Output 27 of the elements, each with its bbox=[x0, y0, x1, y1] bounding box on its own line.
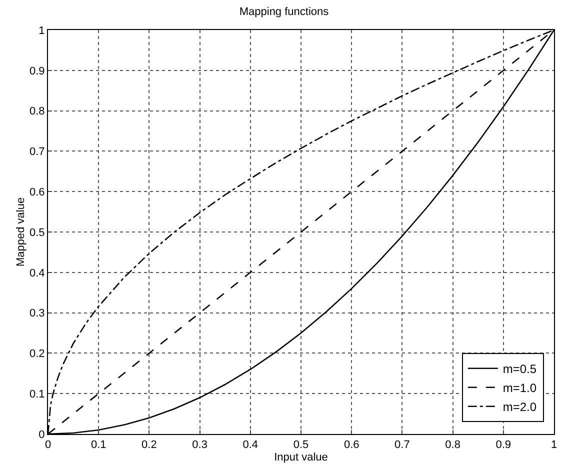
legend-label: m=1.0 bbox=[502, 381, 537, 396]
x-tick-label: 0.9 bbox=[496, 439, 512, 452]
x-tick-label: 0.6 bbox=[344, 439, 360, 452]
y-tick-label: 0.5 bbox=[30, 226, 45, 239]
x-tick-label: 1 bbox=[550, 439, 558, 452]
x-tick-label: 0.3 bbox=[192, 439, 208, 452]
y-tick-label: 0.4 bbox=[30, 267, 45, 280]
y-axis-title: Mapped value bbox=[15, 197, 28, 267]
y-tick-label: 0 bbox=[38, 428, 45, 441]
x-tick-label: 0.1 bbox=[90, 439, 106, 452]
y-tick-label: 0.6 bbox=[30, 186, 45, 198]
legend-label: m=0.5 bbox=[502, 362, 537, 376]
x-tick-label: 0.7 bbox=[394, 439, 410, 452]
x-tick-label: 0.8 bbox=[445, 439, 460, 452]
y-tick-label: 0.9 bbox=[30, 65, 45, 78]
legend-label: m=2.0 bbox=[502, 400, 537, 414]
y-tick-label: 1 bbox=[38, 24, 45, 37]
x-tick-label: 0.4 bbox=[242, 439, 258, 452]
x-tick-label: 0.2 bbox=[142, 439, 157, 452]
y-tick-label: 0.3 bbox=[30, 308, 45, 320]
chart-title: Mapping functions bbox=[239, 6, 330, 18]
x-axis-title: Input value bbox=[274, 451, 328, 464]
y-tick-label: 0.7 bbox=[30, 146, 45, 158]
y-tick-label: 0.2 bbox=[30, 348, 45, 360]
y-tick-label: 0.1 bbox=[30, 388, 45, 400]
x-tick-label: 0.5 bbox=[293, 439, 309, 452]
y-tick-label: 0.8 bbox=[30, 106, 45, 118]
